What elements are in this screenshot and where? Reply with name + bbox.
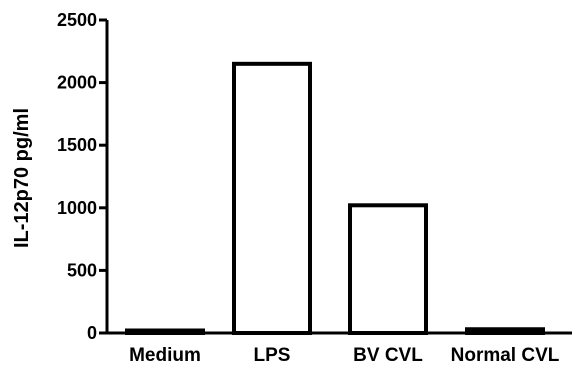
bar bbox=[125, 328, 205, 336]
y-tick-label: 0 bbox=[87, 323, 97, 343]
x-tick-label: Medium bbox=[129, 345, 201, 366]
x-labels-group: Medium LPS BV CVL Normal CVL bbox=[129, 345, 560, 366]
y-tick-label: 2500 bbox=[57, 10, 97, 30]
x-tick-label: Normal CVL bbox=[451, 345, 560, 366]
bar bbox=[465, 327, 545, 335]
y-tick-label: 2000 bbox=[57, 73, 97, 93]
bar bbox=[348, 203, 428, 336]
x-tick-label: BV CVL bbox=[353, 345, 423, 366]
y-tick-label: 1500 bbox=[57, 135, 97, 155]
y-ticks-group: 0 500 1000 1500 2000 2500 bbox=[57, 10, 107, 343]
y-axis-label: IL-12p70 pg/ml bbox=[11, 108, 33, 248]
bar bbox=[232, 61, 312, 335]
y-tick-label: 1000 bbox=[57, 198, 97, 218]
y-tick-label: 500 bbox=[67, 260, 97, 280]
x-tick-label: LPS bbox=[254, 345, 291, 366]
bars-group bbox=[125, 61, 545, 336]
